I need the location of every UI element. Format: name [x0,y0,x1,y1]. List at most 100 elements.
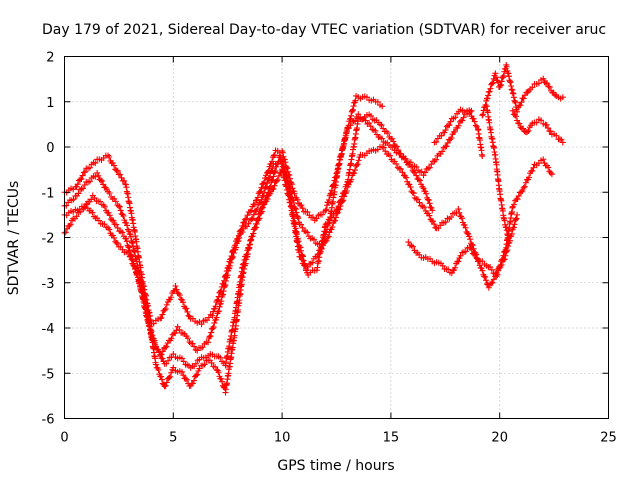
data-point [540,75,547,82]
data-point [146,322,153,329]
data-point [426,164,433,171]
data-point [183,305,190,312]
data-point [125,228,132,235]
data-point [489,279,496,286]
data-point [378,135,385,142]
data-point [511,221,518,228]
data-point [323,202,330,209]
data-point [438,132,445,139]
data-point [219,292,226,299]
x-axis-label: GPS time / hours [277,458,394,474]
data-point [165,374,172,381]
data-point [442,219,449,226]
data-point [325,233,332,240]
data-point [420,185,427,192]
data-point [323,206,330,213]
data-point [158,314,165,321]
data-point [505,234,512,241]
data-point [298,256,305,263]
x-tick-label: 15 [383,431,400,446]
data-point [335,203,342,210]
data-point [510,201,517,208]
data-point [526,174,533,181]
data-point [553,132,560,139]
data-point [172,282,179,289]
data-point [343,181,350,188]
data-point [421,204,428,211]
data-point [208,329,215,336]
data-point [159,355,166,362]
data-point [512,216,519,223]
data-point [416,199,423,206]
data-point [529,167,536,174]
data-point [174,323,181,330]
data-point [464,230,471,237]
data-point [156,348,163,355]
data-point [236,234,243,241]
data-point [241,219,248,226]
data-point [509,107,516,114]
data-point [429,218,436,225]
data-point [309,214,316,221]
data-point [493,74,500,81]
data-point [543,121,550,128]
data-point [270,173,277,180]
data-point [330,212,337,219]
data-point [254,194,261,201]
data-point [98,177,105,184]
data-point [324,220,331,227]
x-tick-label: 5 [169,431,177,446]
data-point [235,237,242,244]
data-point [111,162,118,169]
data-point [530,164,537,171]
data-point [182,375,189,382]
data-point [177,296,184,303]
data-point [452,114,459,121]
data-point [184,335,191,342]
data-point [198,321,205,328]
data-point [372,127,379,134]
data-point [482,102,489,109]
data-point [455,258,462,265]
data-point [208,359,215,366]
data-point [226,262,233,269]
data-point [170,364,177,371]
data-point [326,229,333,236]
data-point [473,255,480,262]
data-point [73,183,80,190]
y-tick-label: 2 [46,51,54,66]
data-point [529,84,536,91]
data-point [199,344,206,351]
data-point [520,95,527,102]
data-point [213,314,220,321]
data-point [427,204,434,211]
data-point [201,361,208,368]
data-point [74,181,81,188]
data-point [75,190,82,197]
data-point [349,107,356,114]
data-point [92,173,99,180]
data-point [100,181,107,188]
data-point [432,156,439,163]
data-point [458,215,465,222]
data-point [520,125,527,132]
data-point [498,78,505,85]
data-point [264,196,271,203]
data-point [214,296,221,303]
data-point [92,160,99,167]
data-point [244,212,251,219]
data-point [220,288,227,295]
data-point [194,371,201,378]
data-point [483,277,490,284]
data-point [466,233,473,240]
data-point [252,224,259,231]
data-point [355,157,362,164]
data-point [378,122,385,129]
data-point [246,241,253,248]
data-point [110,217,117,224]
data-point [414,196,421,203]
data-point [248,216,255,223]
data-point [179,368,186,375]
data-point [168,294,175,301]
data-point [470,115,477,122]
